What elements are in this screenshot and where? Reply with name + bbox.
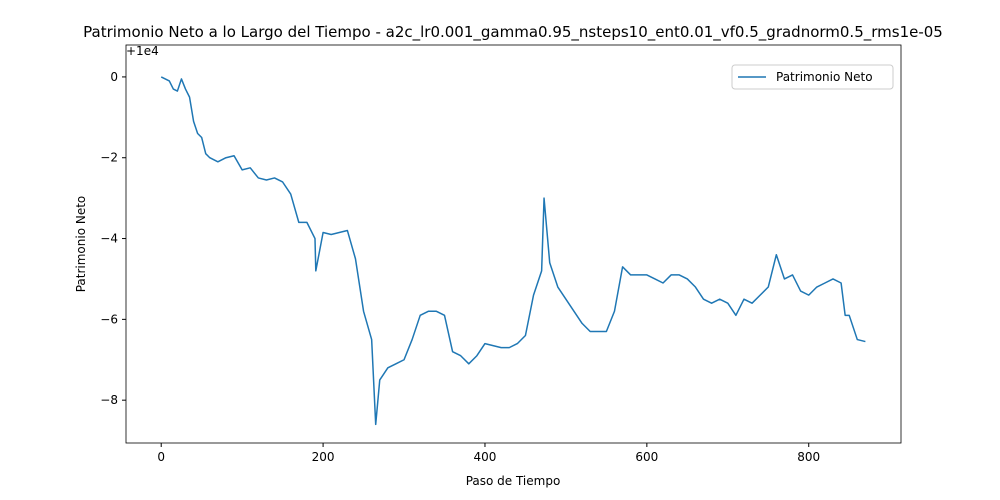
x-tick-label: 0: [157, 450, 165, 464]
axes-frame: [125, 44, 902, 444]
chart-title: Patrimonio Neto a lo Largo del Tiempo - …: [83, 23, 943, 42]
y-tick-label: −8: [100, 393, 118, 407]
legend-box: [731, 64, 894, 90]
x-tick-label: 200: [312, 450, 335, 464]
y-tick-label: −4: [100, 232, 118, 246]
x-axis-label: Paso de Tiempo: [466, 474, 561, 488]
x-tick-label: 400: [474, 450, 497, 464]
y-axis-label: Patrimonio Neto: [74, 196, 88, 293]
y-tick-label: −2: [100, 151, 118, 165]
y-tick-label: −6: [100, 312, 118, 326]
x-tick-label: 800: [797, 450, 820, 464]
x-tick-label: 600: [635, 450, 658, 464]
line-series: [160, 76, 866, 426]
offset-text: +1e4: [126, 44, 159, 58]
legend-label: Patrimonio Neto: [776, 70, 873, 84]
y-tick-label: 0: [110, 70, 118, 84]
